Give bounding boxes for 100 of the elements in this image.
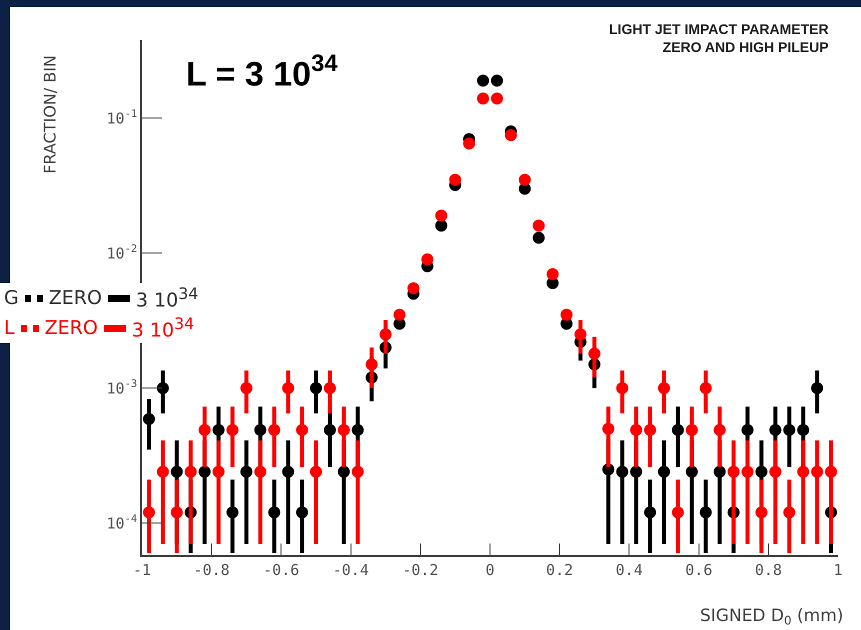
text: ZERO [44, 317, 98, 339]
point [407, 282, 420, 294]
point [366, 358, 378, 370]
point [644, 506, 656, 518]
point [254, 424, 266, 436]
annotation: 3 10$^{34}$ [136, 284, 198, 312]
point [700, 382, 712, 394]
point [310, 382, 322, 394]
text: ZERO [48, 287, 102, 309]
point [602, 422, 614, 435]
point [352, 424, 364, 436]
point [769, 466, 782, 478]
x-tick-label: -0.6 [263, 560, 300, 579]
point [783, 506, 796, 518]
point [184, 466, 197, 478]
x-tick-label: 0.6 [685, 560, 712, 579]
point [282, 466, 294, 478]
x-axis-title: SIGNED D$_{0}$ (mm) [700, 606, 844, 628]
point [310, 466, 322, 478]
x-tick-label: 0.4 [616, 560, 643, 579]
point [268, 424, 280, 436]
point [560, 308, 573, 321]
point [282, 382, 294, 394]
point [212, 466, 225, 478]
point [435, 220, 448, 232]
point [630, 466, 642, 478]
point [421, 253, 434, 266]
point [352, 466, 364, 478]
point [742, 424, 754, 436]
x-tick-label: 0 [485, 560, 495, 579]
point [156, 466, 169, 478]
point [463, 137, 476, 150]
point [518, 174, 531, 186]
point [324, 382, 336, 394]
point [783, 424, 796, 436]
x-tick-label: 0.8 [754, 560, 782, 579]
x-tick-label: -1 [132, 560, 152, 579]
y-tick-label: 10$^{-4}$ [106, 513, 138, 532]
point [338, 466, 350, 478]
point [240, 466, 252, 478]
y-tick-label: 10$^{-3}$ [106, 378, 138, 398]
point [714, 424, 726, 436]
chart-title: LIGHT JET IMPACT PARAMETER ZERO AND HIGH PILEUP [609, 21, 829, 56]
point [226, 424, 238, 436]
point [797, 424, 810, 436]
point [755, 466, 768, 478]
point [755, 506, 768, 518]
point [240, 382, 252, 394]
text: L [4, 317, 15, 339]
text: G [4, 287, 19, 309]
point [212, 424, 225, 436]
point [616, 466, 628, 478]
point [380, 328, 392, 340]
point [797, 466, 810, 478]
point [546, 268, 559, 280]
point [156, 382, 169, 394]
point [700, 506, 712, 518]
point [658, 466, 670, 478]
point [296, 424, 308, 436]
point [142, 413, 155, 426]
point [811, 382, 824, 394]
point [658, 382, 670, 394]
point [574, 328, 586, 340]
point [686, 424, 698, 436]
x-tick-label: -0.2 [402, 560, 438, 579]
x-tick-label: -0.4 [332, 560, 369, 579]
point [170, 506, 183, 518]
point [198, 466, 211, 478]
point [532, 232, 545, 244]
point [532, 220, 545, 232]
point [142, 506, 155, 518]
point [477, 74, 490, 87]
point [490, 92, 503, 105]
point [435, 210, 448, 222]
point [714, 466, 726, 478]
point [672, 424, 684, 436]
point [811, 466, 824, 478]
point [338, 424, 350, 436]
point [728, 466, 740, 478]
point [254, 466, 266, 478]
point [825, 466, 838, 478]
x-tick-label: 1 [833, 560, 843, 579]
y-tick-label: 10$^{-1}$ [106, 108, 138, 128]
point [296, 506, 308, 518]
point [449, 174, 462, 186]
point [616, 382, 628, 394]
annotation: L = 3 10$^{34}$ [186, 50, 338, 94]
point [226, 506, 238, 518]
point [324, 424, 336, 436]
point [742, 466, 754, 478]
annotation: 3 10$^{34}$ [132, 314, 194, 342]
point [170, 466, 183, 478]
y-tick-label: 10$^{-2}$ [106, 243, 138, 262]
point [588, 348, 600, 360]
point [630, 424, 642, 436]
point [394, 308, 406, 321]
point [686, 466, 698, 478]
point [644, 424, 656, 436]
x-tick-label: -0.8 [194, 560, 230, 579]
point [504, 129, 517, 142]
